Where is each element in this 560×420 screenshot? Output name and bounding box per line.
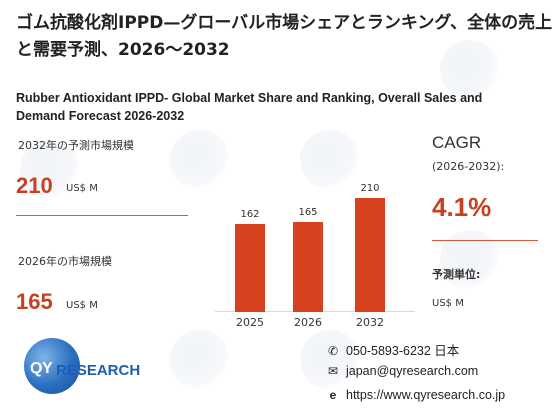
contact-website[interactable]: e https://www.qyresearch.co.jp [326,388,505,402]
market-2026-unit: US$ M [66,300,98,311]
market-2026-label: 2026年の市場規模 [18,255,112,268]
divider [16,215,188,216]
phone-icon: ✆ [327,344,339,358]
logo-qy-text: QY [30,360,53,377]
watermark-globe [300,330,360,390]
qyresearch-globe-logo-icon [24,338,80,394]
cagr-value: 4.1% [432,192,492,222]
divider [432,240,538,241]
forecast-2032-label: 2032年の予測市場規模 [18,139,134,152]
watermark-globe [170,130,230,190]
market-size-bar-chart: 162 2025 165 2026 210 2032 [215,170,415,329]
watermark-globe [20,140,80,200]
phone-number: 050-5893-6232 日本 [346,344,460,358]
bar-2026 [293,222,323,312]
bar-2032 [355,197,385,312]
cagr-label: CAGR [432,133,482,152]
bar-value-label-2032: 210 [360,182,380,194]
email-link[interactable]: japan@qyresearch.com [346,364,479,378]
watermark-globe [170,330,230,390]
website-link[interactable]: https://www.qyresearch.co.jp [346,388,506,402]
forecast-2032-value: 210 [16,173,53,198]
watermark-globe [440,40,500,100]
x-tick-label-2025: 2025 [236,316,264,329]
web-icon: e [329,388,337,402]
contact-phone: ✆ 050-5893-6232 日本 [326,340,459,359]
cagr-period: (2026-2032): [432,160,505,173]
watermark-globe [300,130,360,190]
forecast-2032-unit: US$ M [66,183,98,194]
logo-research-text: RESEARCH [56,362,141,379]
market-2026-value: 165 [16,289,53,314]
x-tick-label-2026: 2026 [294,316,322,329]
page-title-japanese: ゴム抗酸化剤IPPD—グローバル市場シェアとランキング、全体の売上と需要予測、2… [16,13,553,60]
contact-email[interactable]: ✉ japan@qyresearch.com [326,364,478,378]
bar-value-label-2026: 165 [298,207,318,219]
bar-value-label-2025: 162 [240,208,260,220]
bar-2025 [235,223,265,312]
unit-value: US$ M [432,298,464,309]
email-icon: ✉ [327,364,339,378]
unit-label: 予測単位: [432,268,481,281]
x-tick-label-2032: 2032 [356,316,384,329]
page-title-english: Rubber Antioxidant IPPD- Global Market S… [16,91,483,123]
